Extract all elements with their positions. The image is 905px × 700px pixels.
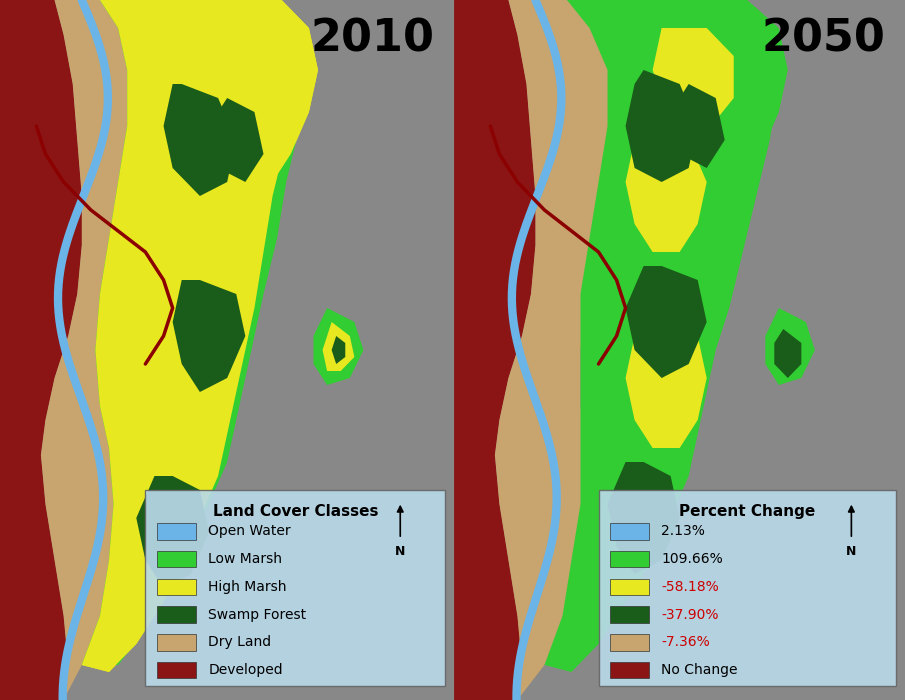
Polygon shape [625,126,707,252]
Bar [157,634,196,651]
Text: N: N [395,545,405,558]
Text: Developed: Developed [208,663,283,677]
Polygon shape [81,0,295,672]
Text: Percent Change: Percent Change [679,504,815,519]
Bar [157,662,196,678]
Text: Dry Land: Dry Land [208,636,272,650]
Polygon shape [81,0,295,672]
Polygon shape [164,0,318,196]
Bar [157,606,196,623]
Polygon shape [331,336,346,364]
Text: 2010: 2010 [310,18,434,60]
Polygon shape [775,329,801,378]
Text: Land Cover Classes: Land Cover Classes [213,504,378,519]
Text: -7.36%: -7.36% [661,636,710,650]
Polygon shape [454,0,536,700]
Polygon shape [653,28,734,126]
Bar [611,606,649,623]
Polygon shape [545,0,779,672]
Polygon shape [625,322,707,448]
FancyBboxPatch shape [146,490,445,686]
Text: 2.13%: 2.13% [661,524,705,538]
Polygon shape [607,462,680,574]
Polygon shape [209,98,263,182]
Text: No Change: No Change [661,663,738,677]
Bar [611,634,649,651]
Polygon shape [625,70,698,182]
Polygon shape [41,0,128,700]
Polygon shape [616,0,788,196]
Polygon shape [625,266,707,378]
Text: 109.66%: 109.66% [661,552,723,566]
Polygon shape [313,308,364,385]
Bar [611,551,649,568]
Polygon shape [322,322,355,371]
Bar [157,523,196,540]
Polygon shape [0,0,81,700]
Text: Swamp Forest: Swamp Forest [208,608,307,622]
Polygon shape [495,0,616,700]
Text: 2050: 2050 [762,18,886,60]
Bar [157,578,196,595]
FancyBboxPatch shape [598,490,896,686]
Text: Low Marsh: Low Marsh [208,552,282,566]
Text: -58.18%: -58.18% [661,580,719,594]
Bar [611,662,649,678]
Bar [157,551,196,568]
Bar [611,523,649,540]
Polygon shape [0,0,81,700]
Polygon shape [766,308,814,385]
Bar [611,578,649,595]
Polygon shape [454,0,536,700]
Polygon shape [164,0,318,196]
Text: N: N [846,545,856,558]
Polygon shape [671,84,725,168]
Text: High Marsh: High Marsh [208,580,287,594]
Polygon shape [81,0,309,665]
Polygon shape [164,84,236,196]
Polygon shape [173,280,245,392]
Text: Open Water: Open Water [208,524,291,538]
Polygon shape [137,476,209,588]
Text: -37.90%: -37.90% [661,608,719,622]
